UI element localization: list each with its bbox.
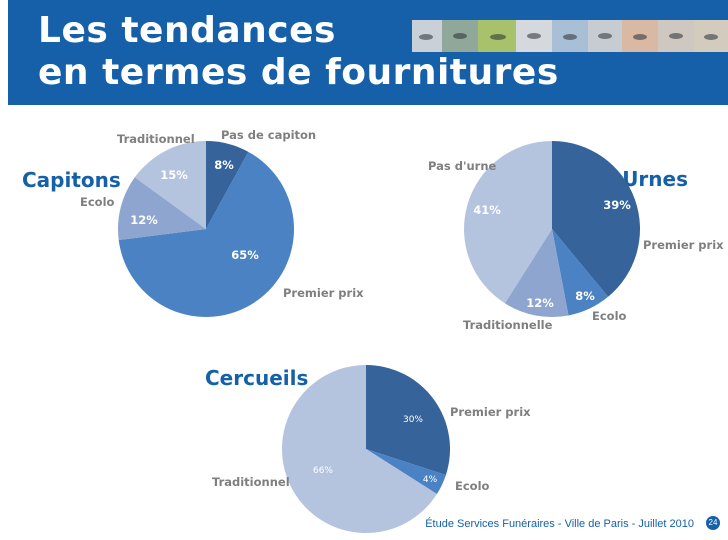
cercueils-title: Cercueils (205, 366, 308, 390)
urnes-label-premier-prix: Premier prix (643, 238, 724, 252)
capitons-label-pas-de-capiton: Pas de capiton (221, 128, 316, 142)
urnes-label-pas-d-urne: Pas d'urne (428, 159, 497, 173)
capitons-pct-pas-de-capiton: 8% (214, 158, 234, 172)
capitons-pct-traditionnel: 15% (160, 168, 188, 182)
cercueils-pie-chart: Cercueils 30% 4% 66% Premier prix Ecolo … (205, 365, 531, 533)
urnes-pct-pas-d-urne: 41% (473, 203, 501, 217)
page-number-badge: 24 (706, 516, 720, 530)
urnes-label-traditionnelle: Traditionnelle (463, 318, 553, 332)
capitons-slice-pas-de-capiton (206, 141, 249, 229)
urnes-title: Urnes (622, 167, 688, 191)
page-title-line-2: en termes de fournitures (38, 52, 559, 93)
urnes-pct-ecolo: 8% (575, 289, 595, 303)
footer-source-text: Étude Services Funéraires - Ville de Par… (425, 518, 694, 530)
cercueils-pct-ecolo: 4% (423, 475, 438, 485)
urnes-slice-traditionnelle (504, 229, 569, 317)
cercueils-slice-traditionnel (281, 365, 437, 533)
faces-photo-strip (412, 20, 728, 52)
cercueils-slice-ecolo (366, 449, 446, 495)
header-banner (8, 0, 728, 105)
urnes-pct-premier-prix: 39% (603, 198, 631, 212)
capitons-pct-ecolo: 12% (130, 213, 158, 227)
page-title-line-1: Les tendances (38, 10, 336, 51)
capitons-pct-premier-prix: 65% (231, 248, 259, 262)
urnes-slice-pas-d-urne (464, 141, 552, 304)
urnes-slice-premier-prix (552, 141, 641, 297)
cercueils-pct-traditionnel: 66% (313, 466, 333, 476)
cercueils-label-ecolo: Ecolo (455, 479, 490, 493)
cercueils-slice-premier-prix (366, 365, 451, 475)
capitons-slice-traditionnel (134, 141, 206, 229)
urnes-pct-traditionnelle: 12% (526, 296, 554, 310)
urnes-pie-chart: Urnes 39% 8% 12% 41% Premier prix Ecolo … (428, 141, 724, 332)
capitons-label-premier-prix: Premier prix (283, 286, 364, 300)
capitons-pie-chart: Capitons 8% 65% 12% 15% Pas de capiton P… (22, 128, 364, 318)
capitons-label-traditionnel: Traditionnel (117, 132, 195, 146)
cercueils-pct-premier-prix: 30% (403, 415, 423, 425)
capitons-title: Capitons (22, 168, 121, 192)
capitons-slice-ecolo (117, 177, 206, 241)
capitons-slice-premier-prix (118, 151, 294, 318)
cercueils-label-traditionnel: Traditionnel (212, 475, 290, 489)
cercueils-label-premier-prix: Premier prix (450, 405, 531, 419)
capitons-label-ecolo: Ecolo (80, 195, 115, 209)
urnes-label-ecolo: Ecolo (592, 309, 627, 323)
urnes-slice-ecolo (552, 229, 609, 316)
